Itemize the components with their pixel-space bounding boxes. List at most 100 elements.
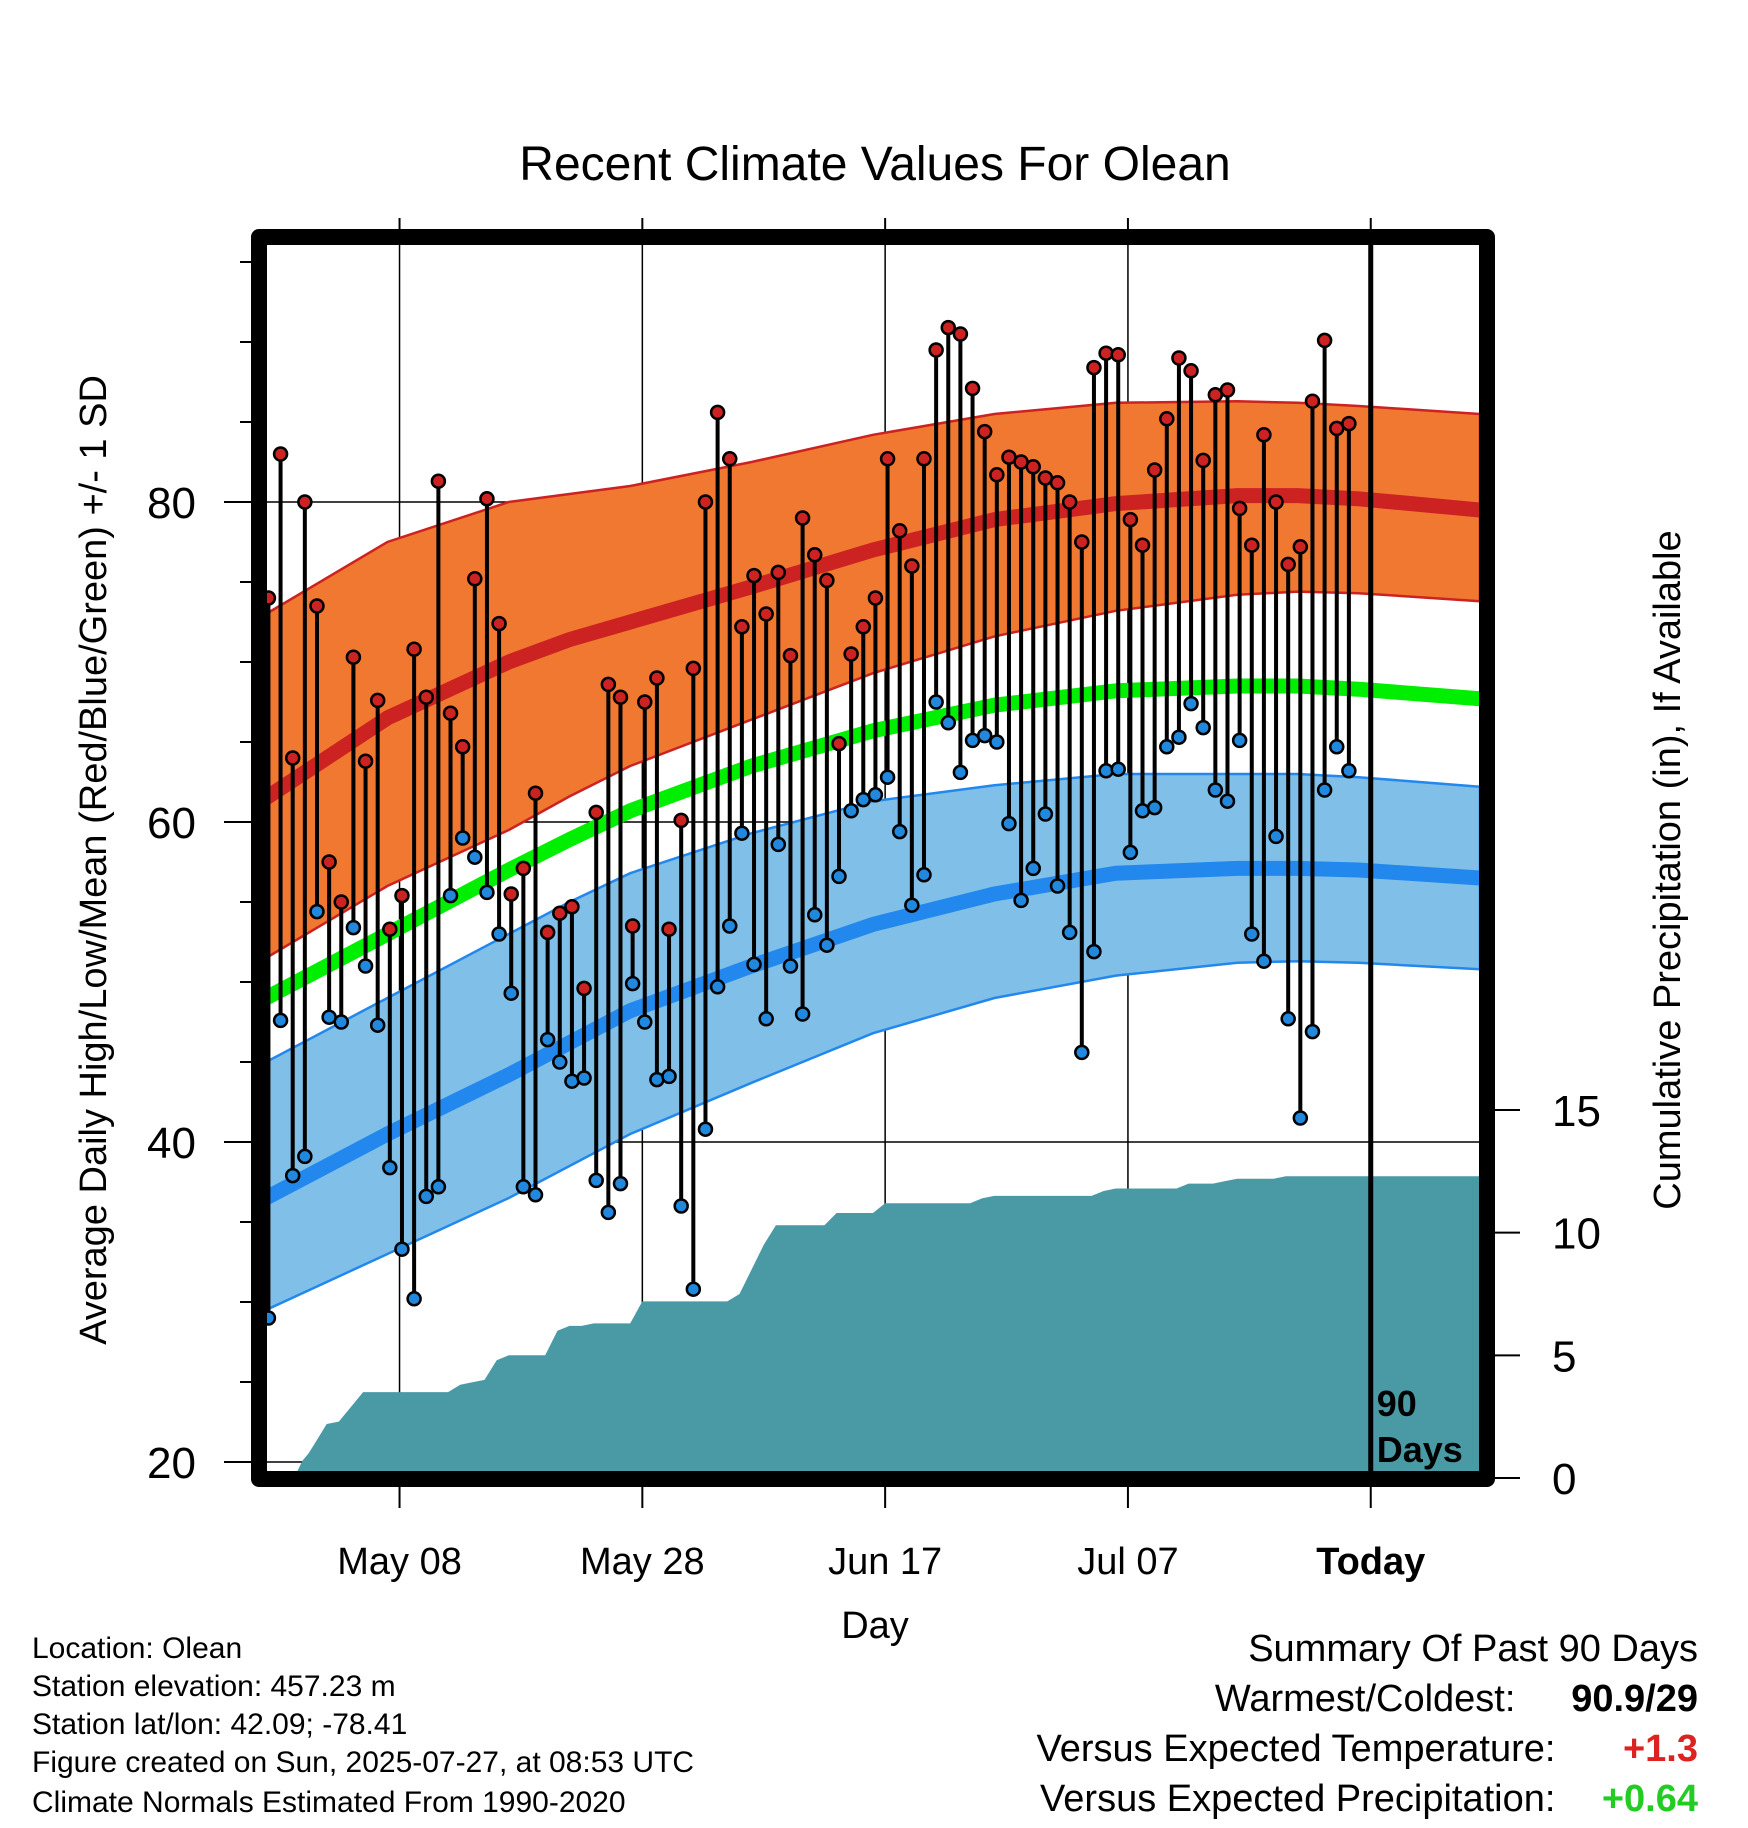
daily-low-point [297, 1148, 313, 1165]
daily-low-point [1304, 1023, 1321, 1040]
daily-high-point [394, 887, 410, 904]
daily-low-point [394, 1241, 410, 1257]
daily-low-point [685, 1281, 702, 1297]
daily-high-point [345, 649, 362, 665]
summary-temp-row: Versus Expected Temperature: +1.3 [1037, 1728, 1698, 1771]
daily-low-point [721, 918, 738, 934]
daily-high-point [1231, 500, 1248, 517]
daily-low-point [309, 903, 325, 920]
daily-high-point [321, 854, 337, 870]
daily-low-point [612, 1175, 629, 1192]
daily-low-point [1001, 815, 1017, 832]
daily-bars [260, 319, 1357, 1326]
daily-high-point [491, 615, 507, 632]
daily-high-point [819, 572, 835, 589]
daily-high-point [515, 860, 532, 877]
daily-low-point [1183, 695, 1199, 712]
y2-tick-label: 10 [1552, 1210, 1601, 1259]
daily-low-point [989, 734, 1005, 750]
x-axis-label: Day [841, 1605, 909, 1647]
daily-low-point [758, 1011, 774, 1027]
today-label-line2: Days [1377, 1429, 1463, 1470]
y-axis-label: Average Daily High/Low/Mean (Red/Blue/Gr… [73, 375, 115, 1345]
y2-tick-label: 0 [1552, 1455, 1576, 1504]
daily-low-point [782, 958, 799, 974]
plot-frame [251, 229, 1495, 1487]
daily-high-point [418, 689, 434, 705]
daily-high-point [782, 647, 799, 664]
daily-high-point [297, 494, 313, 510]
daily-high-point [940, 319, 957, 336]
daily-low-point [479, 884, 495, 901]
daily-low-point [1316, 782, 1333, 798]
daily-high-point [1110, 347, 1126, 363]
daily-high-point [746, 567, 762, 584]
daily-low-point [1110, 761, 1126, 777]
daily-low-point [382, 1159, 398, 1176]
daily-low-point [1122, 844, 1139, 861]
daily-low-point [1074, 1044, 1090, 1061]
daily-high-point [539, 924, 556, 941]
y-tick-label: 80 [147, 479, 196, 528]
daily-low-point [1025, 860, 1041, 877]
daily-low-point [1231, 732, 1248, 749]
daily-low-point [867, 787, 884, 803]
daily-high-point [673, 812, 689, 829]
daily-high-point [272, 446, 289, 462]
high-normal-band [266, 399, 1480, 960]
daily-high-point [649, 670, 665, 686]
daily-high-point [1268, 494, 1284, 510]
daily-low-point [916, 867, 932, 883]
daily-high-point [758, 606, 774, 622]
daily-low-point [1207, 782, 1224, 798]
daily-low-point [418, 1188, 434, 1205]
daily-high-point [964, 380, 981, 397]
daily-high-point [952, 326, 969, 342]
daily-low-point [1256, 953, 1272, 969]
daily-high-point [382, 921, 398, 937]
daily-high-point [637, 694, 653, 710]
daily-low-point [1037, 806, 1054, 822]
daily-high-point [843, 646, 859, 662]
daily-high-point [891, 523, 908, 539]
daily-low-point [406, 1291, 422, 1307]
daily-low-point [624, 975, 641, 992]
daily-low-point [503, 985, 519, 1001]
warmest-value: 90.9/29 [1571, 1678, 1698, 1720]
info-created: Figure created on Sun, 2025-07-27, at 08… [32, 1746, 695, 1779]
temp-value: +1.3 [1622, 1728, 1698, 1770]
daily-high-point [916, 451, 932, 467]
daily-high-point [685, 660, 702, 677]
x-tick-label: Jun 17 [828, 1541, 942, 1583]
daily-high-point [1316, 332, 1333, 349]
daily-low-point [272, 1012, 289, 1029]
daily-high-point [479, 491, 495, 507]
daily-high-point [333, 894, 350, 910]
x-tick-label: May 28 [580, 1541, 705, 1583]
daily-high-point [624, 918, 641, 934]
daily-low-point [1049, 878, 1066, 894]
daily-high-point [661, 921, 677, 937]
daily-low-point [770, 836, 787, 853]
daily-low-point [904, 897, 920, 913]
daily-high-point [406, 641, 422, 657]
daily-high-point [734, 619, 750, 635]
today-marker: 90 Days [1368, 244, 1463, 1472]
daily-high-point [1098, 345, 1114, 361]
daily-low-point [1280, 1011, 1296, 1027]
daily-high-point [904, 558, 920, 574]
daily-high-point [1074, 534, 1090, 550]
daily-low-point [1061, 924, 1078, 941]
daily-high-point [855, 619, 872, 635]
daily-high-point [867, 590, 884, 606]
daily-low-point [1219, 793, 1236, 809]
daily-low-point [442, 887, 459, 904]
daily-low-point [940, 715, 957, 731]
daily-high-point [709, 404, 726, 421]
daily-low-point [576, 1070, 592, 1086]
daily-high-point [284, 750, 301, 766]
daily-high-point [1280, 556, 1296, 573]
axes: May 08 May 28 Jun 17 Jul 07 Today 20 40 60 80 0 5 1… [147, 218, 1601, 1583]
daily-high-point [309, 598, 325, 614]
x-tick-label: Jul 07 [1077, 1541, 1178, 1583]
